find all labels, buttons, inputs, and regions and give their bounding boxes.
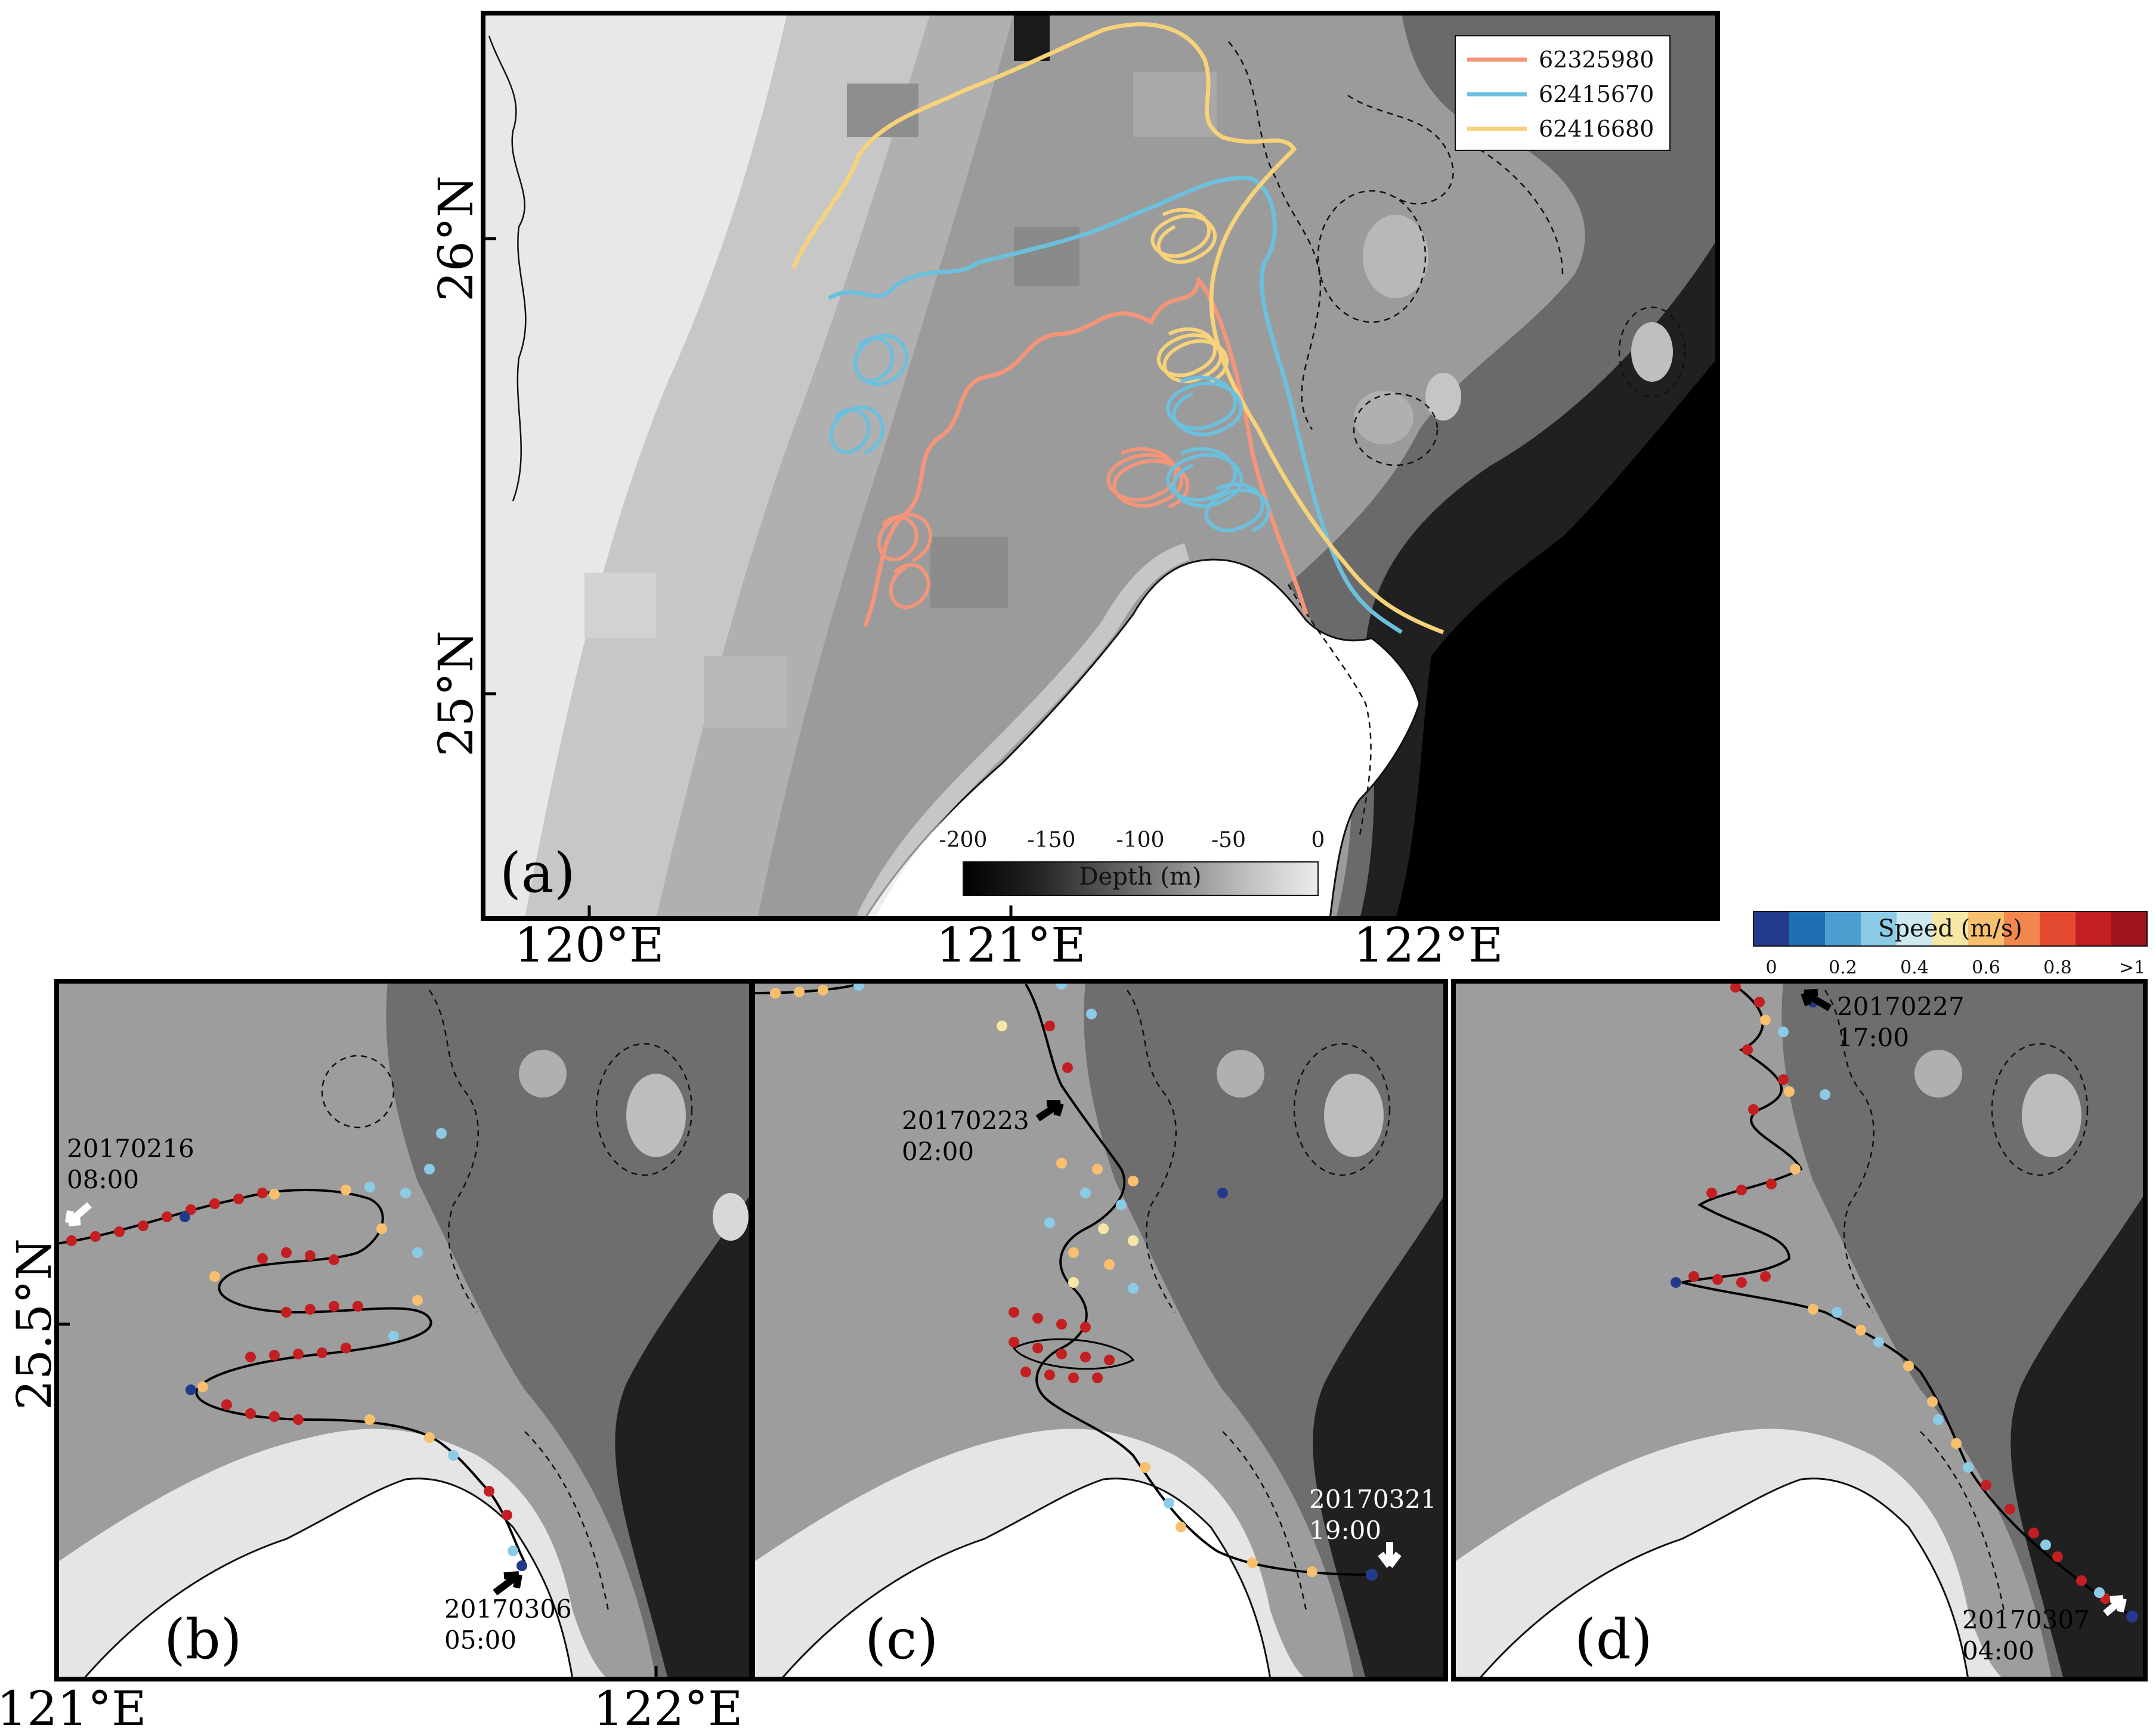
depth-tick: 0 [1311, 828, 1325, 852]
legend-entry: 62325980 [1539, 47, 1654, 73]
panel-d-map: (d) 20170227 17:00 20170307 04:00 [1451, 979, 2148, 1681]
speed-colorbar-title: Speed (m/s) [1878, 915, 2022, 942]
panel-b-map: (b) 25.5°N 121°E 122°E 20170216 08:00 20… [0, 979, 754, 1731]
lon-tick: 120°E [514, 917, 664, 973]
lat-tick: 25°N [428, 630, 484, 757]
start-time: 17:00 [1837, 1023, 1909, 1052]
depth-tick: -150 [1028, 828, 1076, 852]
start-time: 08:00 [67, 1165, 139, 1194]
lon-tick: 121°E [936, 917, 1085, 973]
end-time: 04:00 [1962, 1636, 2034, 1665]
legend-entry: 62415670 [1539, 81, 1654, 107]
speed-colorbar-cell [1789, 911, 1826, 946]
speed-tick: 0.8 [2043, 957, 2072, 978]
speed-tick: >1 [2119, 957, 2145, 978]
start-time: 02:00 [902, 1137, 974, 1166]
speed-colorbar-cell [1753, 911, 1790, 946]
speed-colorbar-cell [2040, 911, 2076, 946]
start-date: 20170216 [67, 1134, 194, 1163]
end-date: 20170307 [1962, 1605, 2090, 1634]
speed-tick: 0 [1765, 957, 1777, 978]
lon-tick: 122°E [1353, 917, 1503, 973]
panel-c-map: (c) 20170223 02:00 20170321 19:00 [750, 979, 1448, 1681]
lon-tick: 121°E [0, 1681, 147, 1731]
speed-tick: 0.2 [1829, 957, 1857, 978]
panel-label-d: (d) [1575, 1608, 1653, 1671]
speed-colorbar-cell [1968, 911, 2005, 946]
speed-colorbar: Speed (m/s) 0 0.2 0.4 0.6 0.8 >1 [1753, 911, 2148, 978]
speed-colorbar-cell [1932, 911, 1969, 946]
speed-colorbar-cell [2004, 911, 2040, 946]
end-date: 20170321 [1309, 1485, 1437, 1514]
end-date: 20170306 [444, 1594, 572, 1624]
panel-a-map: Depth (m) -200 -150 -100 -50 0 62325980 … [428, 11, 1720, 973]
panel-a-frame [481, 11, 1720, 921]
speed-tick: 0.4 [1900, 957, 1929, 978]
panel-label-a: (a) [500, 841, 576, 905]
lat-tick: 25.5°N [7, 1238, 62, 1410]
end-time: 19:00 [1309, 1516, 1381, 1545]
depth-colorbar [963, 861, 1319, 896]
depth-tick: -50 [1211, 828, 1246, 852]
end-time: 05:00 [444, 1625, 516, 1655]
start-date: 20170223 [902, 1106, 1029, 1135]
legend: 62325980 62415670 62416680 [1455, 35, 1671, 151]
lat-tick: 26°N [428, 175, 484, 302]
speed-tick: 0.6 [1972, 957, 2000, 978]
depth-tick: -200 [939, 828, 988, 852]
depth-colorbar-title: Depth (m) [1079, 863, 1201, 891]
speed-colorbar-cell [2075, 911, 2112, 946]
lon-tick: 122°E [593, 1681, 743, 1731]
panel-label-c: (c) [865, 1608, 938, 1671]
speed-colorbar-cell [1861, 911, 1897, 946]
speed-colorbar-cell [2111, 911, 2148, 946]
depth-tick: -100 [1116, 828, 1165, 852]
legend-entry: 62416680 [1539, 116, 1654, 142]
speed-colorbar-cell [1897, 911, 1933, 946]
start-date: 20170227 [1837, 992, 1965, 1021]
speed-colorbar-cell [1825, 911, 1861, 946]
panel-d-frame [1451, 979, 2148, 1681]
panel-label-b: (b) [164, 1608, 242, 1671]
panel-c-frame [750, 979, 1448, 1681]
